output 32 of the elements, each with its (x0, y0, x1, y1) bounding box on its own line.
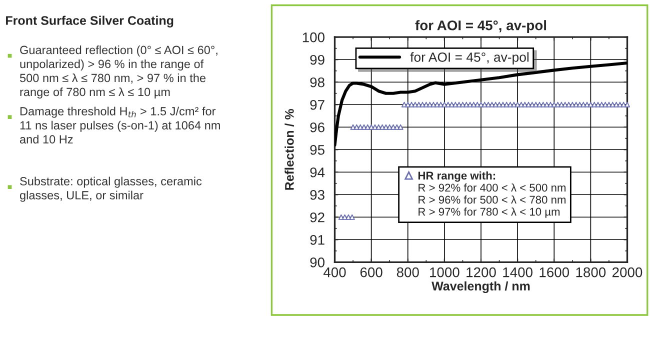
x-tick-label: 600 (360, 267, 382, 278)
x-tick-label: 800 (396, 267, 419, 278)
annotation: R > 97% for 780 < λ < 10 µm (418, 208, 560, 218)
x-tick-label: 1400 (503, 267, 532, 278)
x-tick-label: 1600 (540, 267, 570, 278)
y-tick-label: 96 (310, 122, 324, 132)
y-tick-label: 98 (310, 77, 324, 88)
y-tick-label: 94 (310, 167, 325, 178)
x-tick-label: 1000 (430, 267, 460, 278)
legend-label: for AOI = 45°, av-pol (410, 52, 529, 64)
x-tick-label: 1800 (576, 267, 606, 278)
y-tick-label: 100 (302, 32, 324, 42)
text: Guaranteed reflection (0° ≤ AOI ≤ 60°, unpolarized) > 96 % in the range of 500 nm ≤ λ ≤ 780 nm, > 97 % in the range of 780 nm ≤ λ ≤ 10 µm (20, 46, 218, 99)
chart-title: for AOI = 45°, av-pol (415, 20, 546, 34)
y-axis-title: Reflection / % (284, 108, 294, 190)
x-tick-label: 1200 (466, 267, 496, 278)
legend-label: HR range with: (418, 171, 496, 182)
annotation: R > 96% for 500 < λ < 780 nm (418, 195, 566, 204)
x-axis-title: Wavelength / nm (432, 281, 530, 294)
text: Damage threshold H$_{th}$ > 1.5 J/cm² for 11 ns laser pulses (s-on-1) at 1064 nm and 10 Hz (20, 106, 220, 144)
text: Front Surface Silver Coating (6, 16, 174, 28)
text: Substrate: optical glasses, ceramic glasses, ULE, or similar (20, 176, 202, 202)
y-tick-label: 97 (310, 100, 324, 110)
y-tick-label: 95 (310, 144, 324, 155)
x-tick-label: 2000 (612, 267, 642, 278)
y-tick-label: 93 (310, 190, 324, 200)
y-tick-label: 91 (310, 234, 324, 245)
x-tick-label: 400 (323, 267, 346, 278)
y-tick-label: 99 (310, 54, 324, 65)
y-tick-label: 92 (310, 212, 324, 222)
y-tick-label: 90 (310, 257, 324, 268)
annotation: R > 92% for 400 < λ < 500 nm (418, 183, 566, 192)
